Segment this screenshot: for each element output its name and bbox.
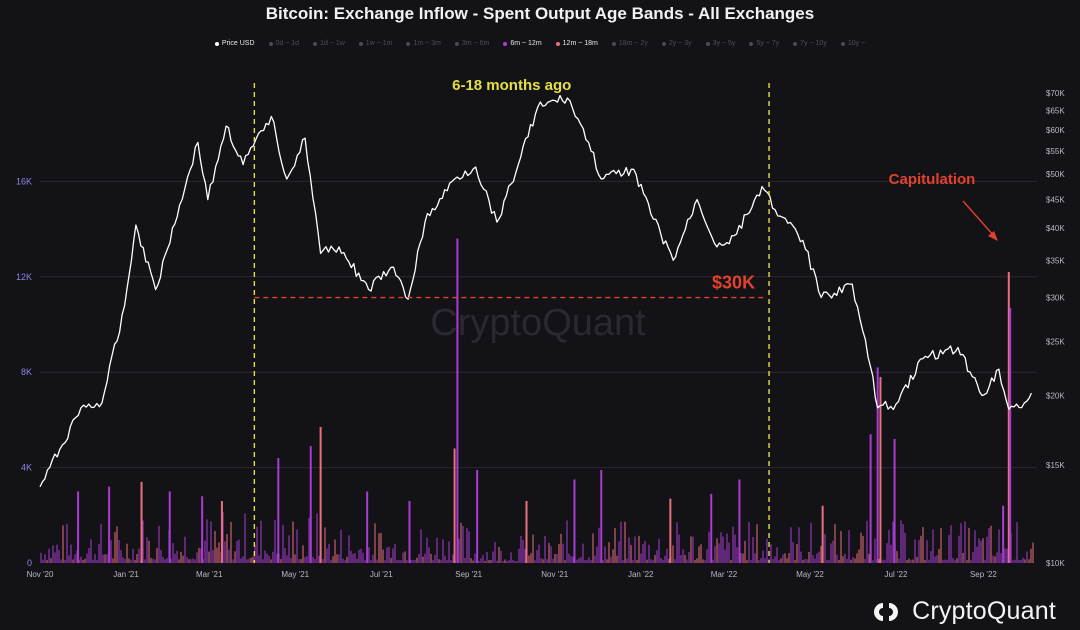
legend-item[interactable]: 1m ~ 3m: [406, 40, 441, 47]
legend-swatch: [214, 41, 219, 46]
legend-swatch: [555, 41, 560, 46]
legend-item[interactable]: 7y ~ 10y: [793, 40, 827, 47]
left-tick-label: 0: [27, 558, 32, 568]
right-tick-label: $20K: [1046, 392, 1065, 401]
legend-item[interactable]: 3y ~ 5y: [705, 40, 736, 47]
right-tick-label: $35K: [1046, 256, 1065, 265]
legend-swatch: [268, 41, 273, 46]
legend-label: 5y ~ 7y: [756, 40, 780, 47]
legend-swatch: [406, 41, 411, 46]
legend-swatch: [454, 41, 459, 46]
x-tick-label: Sep '21: [455, 570, 482, 579]
legend-label: 0d ~ 1d: [275, 40, 300, 47]
right-tick-label: $10K: [1046, 559, 1065, 568]
legend-label: 18m ~ 2y: [618, 40, 648, 47]
right-tick-label: $55K: [1046, 147, 1065, 156]
x-tick-label: Jul '22: [885, 570, 908, 579]
capitulation-label: Capitulation: [889, 171, 976, 188]
x-tick-label: Nov '21: [541, 570, 568, 579]
legend-label: 2y ~ 3y: [668, 40, 692, 47]
x-tick-label: Mar '22: [711, 570, 738, 579]
legend-swatch: [840, 41, 845, 46]
x-tick-label: Jan '22: [628, 570, 654, 579]
legend-label: 6m ~ 12m: [510, 40, 542, 47]
legend-label: 1m ~ 3m: [413, 40, 441, 47]
legend-label: 1d ~ 1w: [320, 40, 345, 47]
right-tick-label: $30K: [1046, 294, 1065, 303]
right-tick-label: $60K: [1046, 126, 1065, 135]
legend-item[interactable]: 6m ~ 12m: [503, 40, 542, 47]
left-tick-label: 16K: [16, 176, 32, 186]
right-tick-label: $45K: [1046, 196, 1065, 205]
legend-item[interactable]: 18m ~ 2y: [611, 40, 648, 47]
price-line: [39, 94, 1032, 488]
x-tick-label: Sep '22: [970, 570, 997, 579]
x-tick-label: Mar '21: [196, 570, 223, 579]
legend-swatch: [793, 41, 798, 46]
legend-swatch: [749, 41, 754, 46]
right-tick-label: $25K: [1046, 338, 1065, 347]
legend-label: 3m ~ 6m: [461, 40, 490, 47]
legend-swatch: [611, 41, 616, 46]
chart-legend: Price USD 0d ~ 1d 1d ~ 1w 1w ~ 1m 1m ~ 3m 3m …: [0, 40, 1080, 47]
legend-swatch: [705, 41, 710, 46]
legend-item[interactable]: 10y ~: [840, 40, 866, 47]
chart-title: Bitcoin: Exchange Inflow - Spent Output …: [265, 4, 815, 23]
x-tick-label: May '22: [796, 570, 824, 579]
right-tick-label: $15K: [1046, 461, 1065, 470]
legend-item[interactable]: 1d ~ 1w: [313, 40, 345, 47]
legend-item[interactable]: 12m ~ 18m: [555, 40, 598, 47]
legend-label: 10y ~: [847, 40, 866, 47]
brand-logo: CryptoQuant: [870, 597, 1056, 626]
level-label: $30K: [712, 273, 755, 293]
legend-swatch: [313, 41, 318, 46]
capitulation-arrow: [962, 200, 995, 237]
window-label: 6-18 months ago: [452, 77, 571, 94]
cryptoquant-logo-icon: [874, 602, 899, 621]
left-tick-label: 12K: [16, 272, 32, 282]
legend-label: 1w ~ 1m: [365, 40, 393, 47]
x-tick-label: May '21: [281, 570, 309, 579]
legend-item[interactable]: 1w ~ 1m: [358, 40, 393, 47]
legend-item[interactable]: 3m ~ 6m: [454, 40, 490, 47]
legend-swatch: [503, 41, 508, 46]
legend-label: 3y ~ 5y: [712, 40, 736, 47]
x-tick-label: Jan '21: [113, 570, 139, 579]
brand-name: CryptoQuant: [912, 597, 1056, 625]
legend-item[interactable]: 5y ~ 7y: [749, 40, 779, 47]
legend-item[interactable]: Price USD: [214, 40, 255, 47]
legend-item[interactable]: 2y ~ 3y: [661, 40, 692, 47]
left-tick-label: 8K: [21, 367, 32, 377]
capitulation-arrowhead: [988, 231, 998, 241]
x-tick-label: Nov '20: [27, 570, 54, 579]
legend-label: Price USD: [221, 40, 255, 47]
x-tick-label: Jul '21: [370, 570, 393, 579]
legend-label: 12m ~ 18m: [562, 40, 598, 47]
left-tick-label: 4K: [21, 463, 32, 473]
right-tick-label: $70K: [1046, 89, 1065, 98]
right-tick-label: $65K: [1046, 107, 1065, 116]
watermark: CryptoQuant: [430, 302, 646, 344]
right-tick-label: $50K: [1046, 170, 1065, 179]
right-tick-label: $40K: [1046, 224, 1065, 233]
inflow-noise: [40, 511, 1034, 563]
legend-item[interactable]: 0d ~ 1d: [268, 40, 300, 47]
legend-swatch: [661, 41, 666, 46]
legend-label: 7y ~ 10y: [800, 40, 827, 47]
legend-swatch: [358, 41, 363, 46]
